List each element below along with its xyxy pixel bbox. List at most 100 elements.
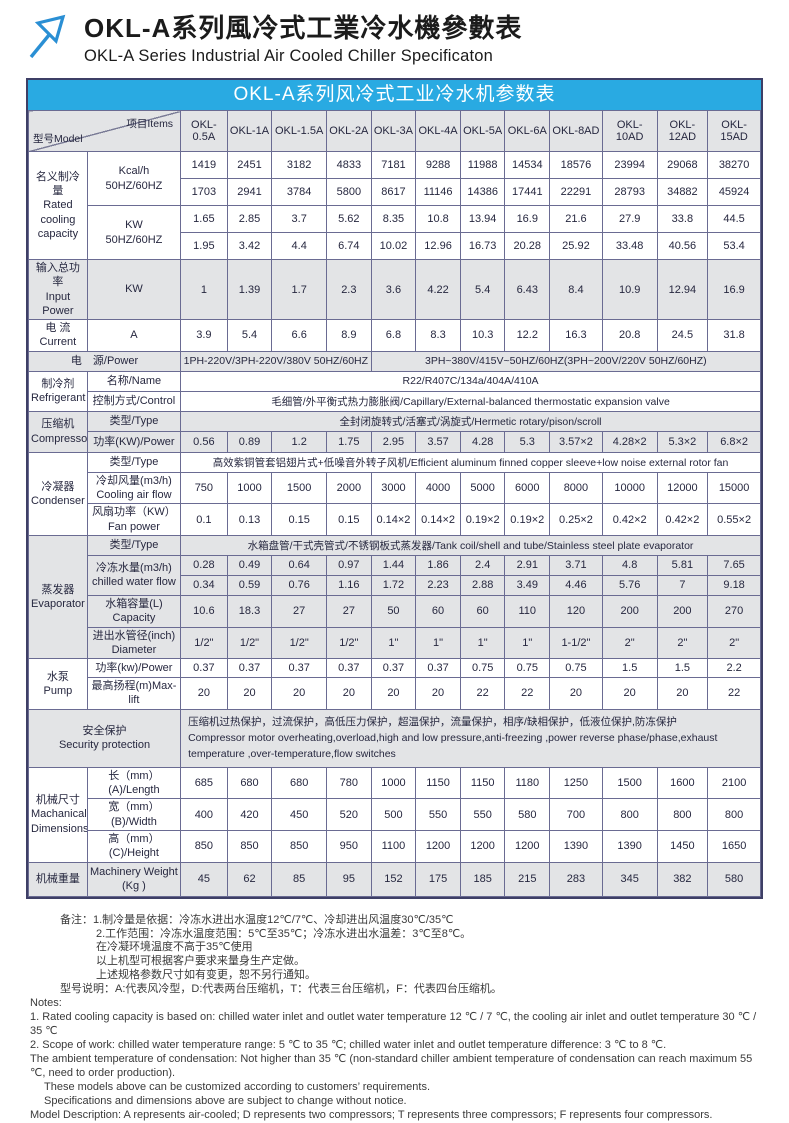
section-label-cell: 电 流 Current (28, 319, 88, 352)
text-span-cell: 高效紫铜管套铝翅片式+低噪音外转子风机/Efficient aluminum f… (180, 451, 761, 473)
section-label-cell: 安全保护 Security protection (27, 708, 182, 768)
value-cell: 850 (180, 829, 228, 863)
value-cell: 1000 (370, 766, 417, 800)
value-cell: 4.28 (459, 430, 506, 453)
section-label-cell: 水泵 Pump (28, 658, 88, 710)
note-line: 以上机型可根据客户要求来量身生产定做。 (96, 955, 305, 968)
value-cell: 0.75 (549, 658, 603, 679)
value-cell: 3.57×2 (549, 430, 603, 453)
value-cell: 50 (370, 594, 417, 628)
value-cell: 1390 (549, 829, 603, 863)
section-label-cell: 电 源/Power (27, 350, 182, 372)
value-cell: 1150 (415, 766, 461, 800)
model-header-cell: OKL-4A (415, 110, 461, 152)
value-cell: 4000 (415, 471, 461, 505)
item-label-cell: 水箱容量(L) Capacity (86, 594, 182, 628)
model-header-cell: OKL-1.5A (271, 110, 328, 152)
value-cell: 13.94 (459, 205, 506, 233)
value-cell: 2.23 (415, 574, 461, 596)
model-header-cell: OKL-12AD (656, 110, 709, 152)
value-cell: 20.8 (601, 319, 658, 352)
value-cell: 1500 (271, 471, 328, 505)
value-cell: 850 (271, 829, 328, 863)
value-cell: 5.4 (226, 319, 273, 352)
table-row: 水箱容量(L) Capacity 10.6 18.3 27 27 50 60 60 110 120… (28, 594, 761, 628)
value-cell: 1.39 (226, 258, 273, 321)
value-cell: 1 (180, 258, 228, 321)
table-row: 机械尺寸 Machanical Dimensions 长（mm）(A)/Lengt… (28, 766, 761, 863)
value-cell: 685 (180, 766, 228, 800)
value-cell: 10.3 (459, 319, 506, 352)
value-cell: 8.9 (326, 319, 372, 352)
text-span-cell: R22/R407C/134a/404A/410A (180, 370, 761, 392)
item-label-cell: 进出水管径(inch) Diameter (86, 626, 182, 660)
value-cell: 2100 (707, 766, 761, 800)
value-cell: 53.4 (707, 232, 761, 260)
item-label-cell: 控制方式/Control (86, 390, 182, 412)
value-cell: 1180 (504, 766, 551, 800)
value-cell: 200 (656, 594, 709, 628)
corner-cell: 型号Model 项目Items (27, 110, 182, 152)
value-cell: 0.75 (504, 658, 551, 679)
value-cell: 16.73 (459, 232, 506, 260)
value-cell: 345 (601, 861, 658, 897)
value-cell: 45 (180, 861, 228, 897)
value-cell: 3.6 (370, 258, 417, 321)
item-label-cell: KW 50HZ/60HZ (86, 205, 182, 260)
model-header-cell: OKL-8AD (549, 110, 603, 152)
value-cell: 5.81 (656, 554, 709, 576)
note-line: 在冷凝环境温度不高于35℃使用 (96, 941, 253, 954)
value-cell: 7181 (370, 151, 417, 179)
table-row: 控制方式/Control 毛细管/外平衡式热力膨胀阀/Capillary/Exte… (29, 390, 761, 412)
model-header-cell: OKL-15AD (707, 110, 761, 152)
item-label-cell: 类型/Type (86, 534, 182, 556)
value-cell: 12000 (656, 471, 709, 505)
table-row: 冷凝器 Condenser 类型/Type 高效紫铜管套铝翅片式+低噪音外转子风机/… (28, 451, 761, 536)
value-cell: 22 (504, 677, 551, 710)
value-cell: 0.14×2 (415, 503, 461, 536)
table-row: 制冷剂 Refrigerant 名称/Name R22/R407C/134a/404… (28, 370, 761, 412)
table-row: 机械重量 Machinery Weight (Kg ) 45 62 85 95 152 175… (28, 861, 761, 897)
value-cell: 1.7 (271, 258, 328, 321)
table-row: 最高扬程(m)Max-lift 20 20 20 20 20 20 22 22 20 20 20 22 (29, 677, 761, 710)
value-cell: 4.22 (415, 258, 461, 321)
value-cell: 62 (226, 861, 273, 897)
value-cell: 9.18 (707, 574, 761, 596)
table-row: 风扇功率（KW） Fan power 0.1 0.13 0.15 0.15 0.14×2 0… (29, 503, 761, 536)
value-cell: 270 (707, 594, 761, 628)
value-cell: 4833 (326, 151, 372, 179)
text-span-cell: 全封闭旋转式/活塞式/涡旋式/Hermetic rotary/pison/scr… (180, 410, 761, 432)
value-cell: 4.28×2 (601, 430, 658, 453)
value-cell: 20 (415, 677, 461, 710)
value-cell: 1/2" (326, 626, 372, 660)
value-cell: 27.9 (601, 205, 658, 233)
table-row: 水泵 Pump 功率(kw)/Power 0.37 0.37 0.37 0.37 0.37 0… (28, 658, 761, 710)
value-cell: 16.9 (707, 258, 761, 321)
value-cell: 8.3 (415, 319, 461, 352)
value-cell: 450 (271, 798, 328, 831)
spec-table: 型号Model 项目Items OKL-0.5A OKL-1A OKL-1.5A OK… (27, 110, 762, 897)
value-cell: 10.8 (415, 205, 461, 233)
page-header: OKL-A系列風冷式工業冷水機參數表 OKL-A Series Industri… (26, 8, 763, 66)
value-cell: 550 (415, 798, 461, 831)
value-cell: 16.3 (549, 319, 603, 352)
value-cell: 0.64 (271, 554, 328, 576)
model-header-cell: OKL-0.5A (180, 110, 228, 152)
value-cell: 2451 (226, 151, 273, 179)
value-cell: 3.42 (226, 232, 273, 260)
value-cell: 0.97 (326, 554, 372, 576)
table-row: 输入总功率 Input Power KW 1 1.39 1.7 2.3 3.6 4.22 5.4… (28, 258, 761, 321)
value-cell: 3.9 (180, 319, 228, 352)
value-cell: 3182 (271, 151, 328, 179)
value-cell: 7 (656, 574, 709, 596)
value-cell: 0.15 (271, 503, 328, 536)
value-cell: 2.2 (707, 658, 761, 679)
page-title-en: OKL-A Series Industrial Air Cooled Chill… (84, 47, 494, 65)
value-cell: 31.8 (707, 319, 761, 352)
value-cell: 3.49 (504, 574, 551, 596)
value-cell: 1-1/2" (549, 626, 603, 660)
value-cell: 2" (656, 626, 709, 660)
item-label-cell: 高（mm）(C)/Height (86, 829, 182, 863)
value-cell: 200 (601, 594, 658, 628)
value-cell: 3.7 (271, 205, 328, 233)
